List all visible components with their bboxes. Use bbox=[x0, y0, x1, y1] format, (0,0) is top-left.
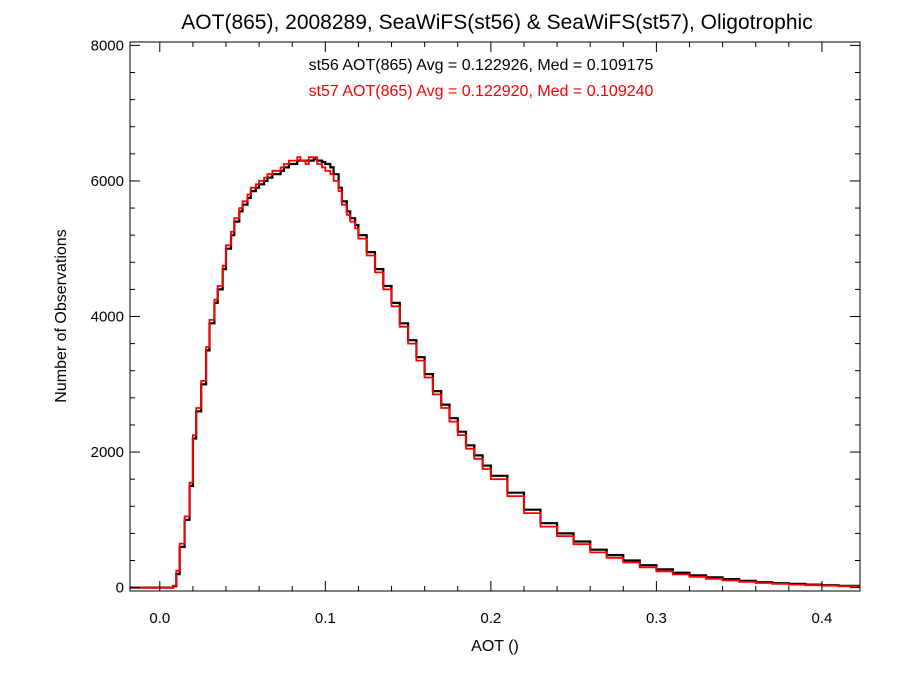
x-tick-label: 0.0 bbox=[149, 610, 170, 627]
x-tick-label: 0.4 bbox=[811, 610, 832, 627]
y-axis: 0 2000 4000 6000 8000 bbox=[91, 37, 860, 597]
annotation-st57: st57 AOT(865) Avg = 0.122920, Med = 0.10… bbox=[309, 83, 654, 100]
annotation-st56: st56 AOT(865) Avg = 0.122926, Med = 0.10… bbox=[309, 57, 654, 74]
x-axis: 0.0 0.1 0.2 0.3 0.4 bbox=[149, 42, 832, 627]
plot-frame bbox=[129, 41, 861, 592]
y-tick-label: 4000 bbox=[91, 309, 124, 326]
y-tick-label: 6000 bbox=[91, 173, 124, 190]
x-tick-label: 0.2 bbox=[480, 610, 501, 627]
x-tick-label: 0.3 bbox=[646, 610, 667, 627]
x-tick-label: 0.1 bbox=[315, 610, 336, 627]
y-tick-label: 0 bbox=[116, 580, 124, 597]
chart-title: AOT(865), 2008289, SeaWiFS(st56) & SeaWi… bbox=[181, 11, 812, 34]
y-axis-label: Number of Observations bbox=[53, 229, 70, 402]
x-axis-label: AOT () bbox=[471, 638, 519, 655]
series-line-st56 bbox=[130, 158, 860, 589]
y-tick-label: 2000 bbox=[91, 444, 124, 461]
series-line-st57 bbox=[130, 156, 860, 589]
plot-area bbox=[129, 41, 861, 592]
y-tick-label: 8000 bbox=[91, 37, 124, 54]
